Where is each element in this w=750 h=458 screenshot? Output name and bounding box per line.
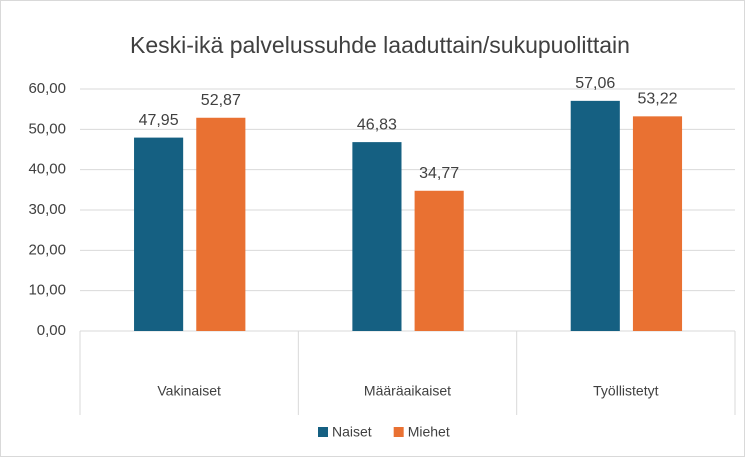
data-label: 53,22 (637, 91, 677, 108)
x-tick-label: Vakinaiset (157, 383, 221, 399)
bar (632, 116, 683, 331)
data-label: 34,77 (419, 165, 459, 182)
data-label: 47,95 (139, 112, 179, 129)
bar (352, 142, 402, 331)
data-label: 52,87 (201, 92, 241, 109)
legend-label: Miehet (408, 424, 450, 440)
legend-label: Naiset (332, 424, 372, 440)
y-tick-label: 30,00 (28, 201, 66, 218)
data-label: 46,83 (357, 116, 397, 133)
y-tick-label: 20,00 (28, 241, 66, 258)
y-tick-label: 10,00 (28, 282, 66, 299)
y-tick-label: 50,00 (28, 120, 66, 137)
x-tick-label: Määräaikaiset (364, 383, 451, 399)
y-tick-label: 60,00 (28, 80, 66, 97)
bar (414, 190, 464, 331)
chart-title: Keski-ikä palvelussuhde laaduttain/sukup… (130, 32, 630, 58)
x-tick-label: Työllistetyt (593, 383, 658, 399)
y-tick-label: 0,00 (37, 322, 66, 339)
data-label: 57,06 (575, 75, 615, 92)
bar (134, 137, 184, 331)
bar (570, 100, 620, 331)
y-tick-label: 40,00 (28, 161, 66, 178)
legend-swatch (393, 427, 404, 437)
legend-swatch (318, 427, 328, 437)
bar (196, 117, 246, 332)
